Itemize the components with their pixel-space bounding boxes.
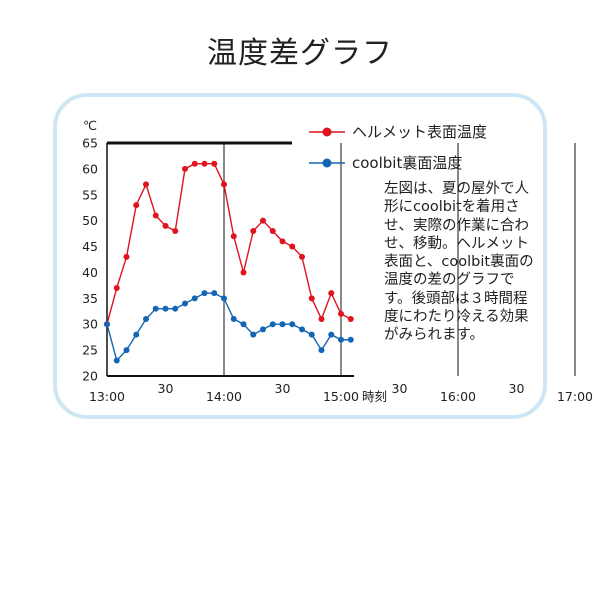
y-tick-label: 60 (82, 161, 98, 176)
series-1-point (191, 160, 198, 167)
series-line-1 (106, 163, 352, 325)
legend-marker-2 (322, 158, 332, 168)
x-tick-label: 30 (509, 381, 525, 396)
series-1-point (123, 253, 130, 260)
series-1-point (143, 181, 149, 188)
series-1-point (308, 295, 315, 302)
series-1-point (230, 233, 237, 240)
series-layer (104, 160, 354, 364)
series-2-point (172, 305, 179, 312)
series-2-point (230, 316, 237, 323)
page-title: 温度差グラフ (207, 36, 393, 71)
series-2-point (347, 336, 354, 343)
series-1-point (269, 228, 276, 235)
y-tick-label: 35 (82, 291, 98, 306)
series-2-point (240, 321, 247, 328)
series-1-point (133, 202, 140, 209)
series-1-point (172, 228, 179, 235)
series-1-point (279, 238, 286, 245)
series-1-point (152, 212, 159, 219)
series-2-point (113, 357, 120, 364)
y-tick-label: 40 (82, 265, 98, 280)
series-1-point (299, 253, 305, 260)
series-2-point (338, 336, 344, 343)
x-tick-label: 16:00 (440, 389, 476, 404)
series-2-point (143, 316, 149, 323)
y-axis-unit-label: ℃ (83, 118, 97, 133)
y-tick-label: 55 (82, 187, 98, 202)
x-axis-label: 時刻 (362, 389, 387, 404)
series-1-point (201, 160, 208, 167)
series-2-point (250, 331, 257, 338)
x-tick-label: 30 (275, 381, 291, 396)
y-tick-label: 25 (82, 343, 98, 358)
series-2-point (279, 321, 286, 328)
x-tick-label: 13:00 (89, 389, 125, 404)
series-2-point (308, 331, 315, 338)
y-tick-label: 45 (82, 239, 98, 254)
x-tick-label: 14:00 (206, 389, 242, 404)
series-1-point (328, 290, 335, 297)
series-2-point (260, 326, 266, 333)
series-2-point (104, 321, 110, 328)
chart-description: 左図は、夏の屋外で人形にcoolbitを着用させ、実際の作業に合わせ、移動。ヘル… (384, 181, 534, 344)
series-2-point (152, 305, 159, 312)
series-1-point (338, 310, 344, 317)
legend-label-1: ヘルメット表面温度 (352, 123, 487, 141)
series-1-point (318, 316, 325, 323)
y-tick-label: 20 (82, 369, 98, 384)
series-2-point (221, 295, 227, 302)
axis-layer: 20 25 30 35 40 45 50 55 60 65 ℃ 13:00 30 14:00 30 15:00… (82, 118, 593, 404)
legend-marker-1 (322, 127, 332, 137)
legend-label-2: coolbit裏面温度 (352, 154, 462, 172)
series-2-point (299, 326, 305, 333)
series-2-point (191, 295, 198, 302)
series-1-point (347, 316, 354, 323)
series-1-point (182, 165, 188, 172)
series-1-point (211, 160, 218, 167)
y-tick-label: 65 (82, 136, 98, 151)
y-tick-label: 50 (82, 213, 98, 228)
series-2-point (162, 305, 169, 312)
series-1-point (289, 243, 296, 250)
series-1-point (240, 269, 247, 276)
series-1-point (221, 181, 227, 188)
x-tick-label: 15:00 (323, 389, 359, 404)
series-2-point (133, 331, 140, 338)
x-tick-label: 30 (158, 381, 174, 396)
series-1-point (162, 222, 169, 229)
series-2-point (289, 321, 296, 328)
series-2-point (201, 290, 208, 297)
x-tick-label: 30 (392, 381, 408, 396)
y-tick-label: 30 (82, 317, 98, 332)
series-2-point (318, 347, 325, 354)
series-2-point (123, 347, 130, 354)
series-2-point (211, 290, 218, 297)
series-2-point (269, 321, 276, 328)
series-1-point (113, 284, 120, 291)
legend: ヘルメット表面温度 coolbit裏面温度 (309, 123, 487, 172)
series-1-point (250, 228, 257, 235)
x-tick-label: 17:00 (557, 389, 593, 404)
series-2-point (328, 331, 335, 338)
series-1-point (260, 217, 266, 224)
series-2-point (182, 300, 188, 307)
